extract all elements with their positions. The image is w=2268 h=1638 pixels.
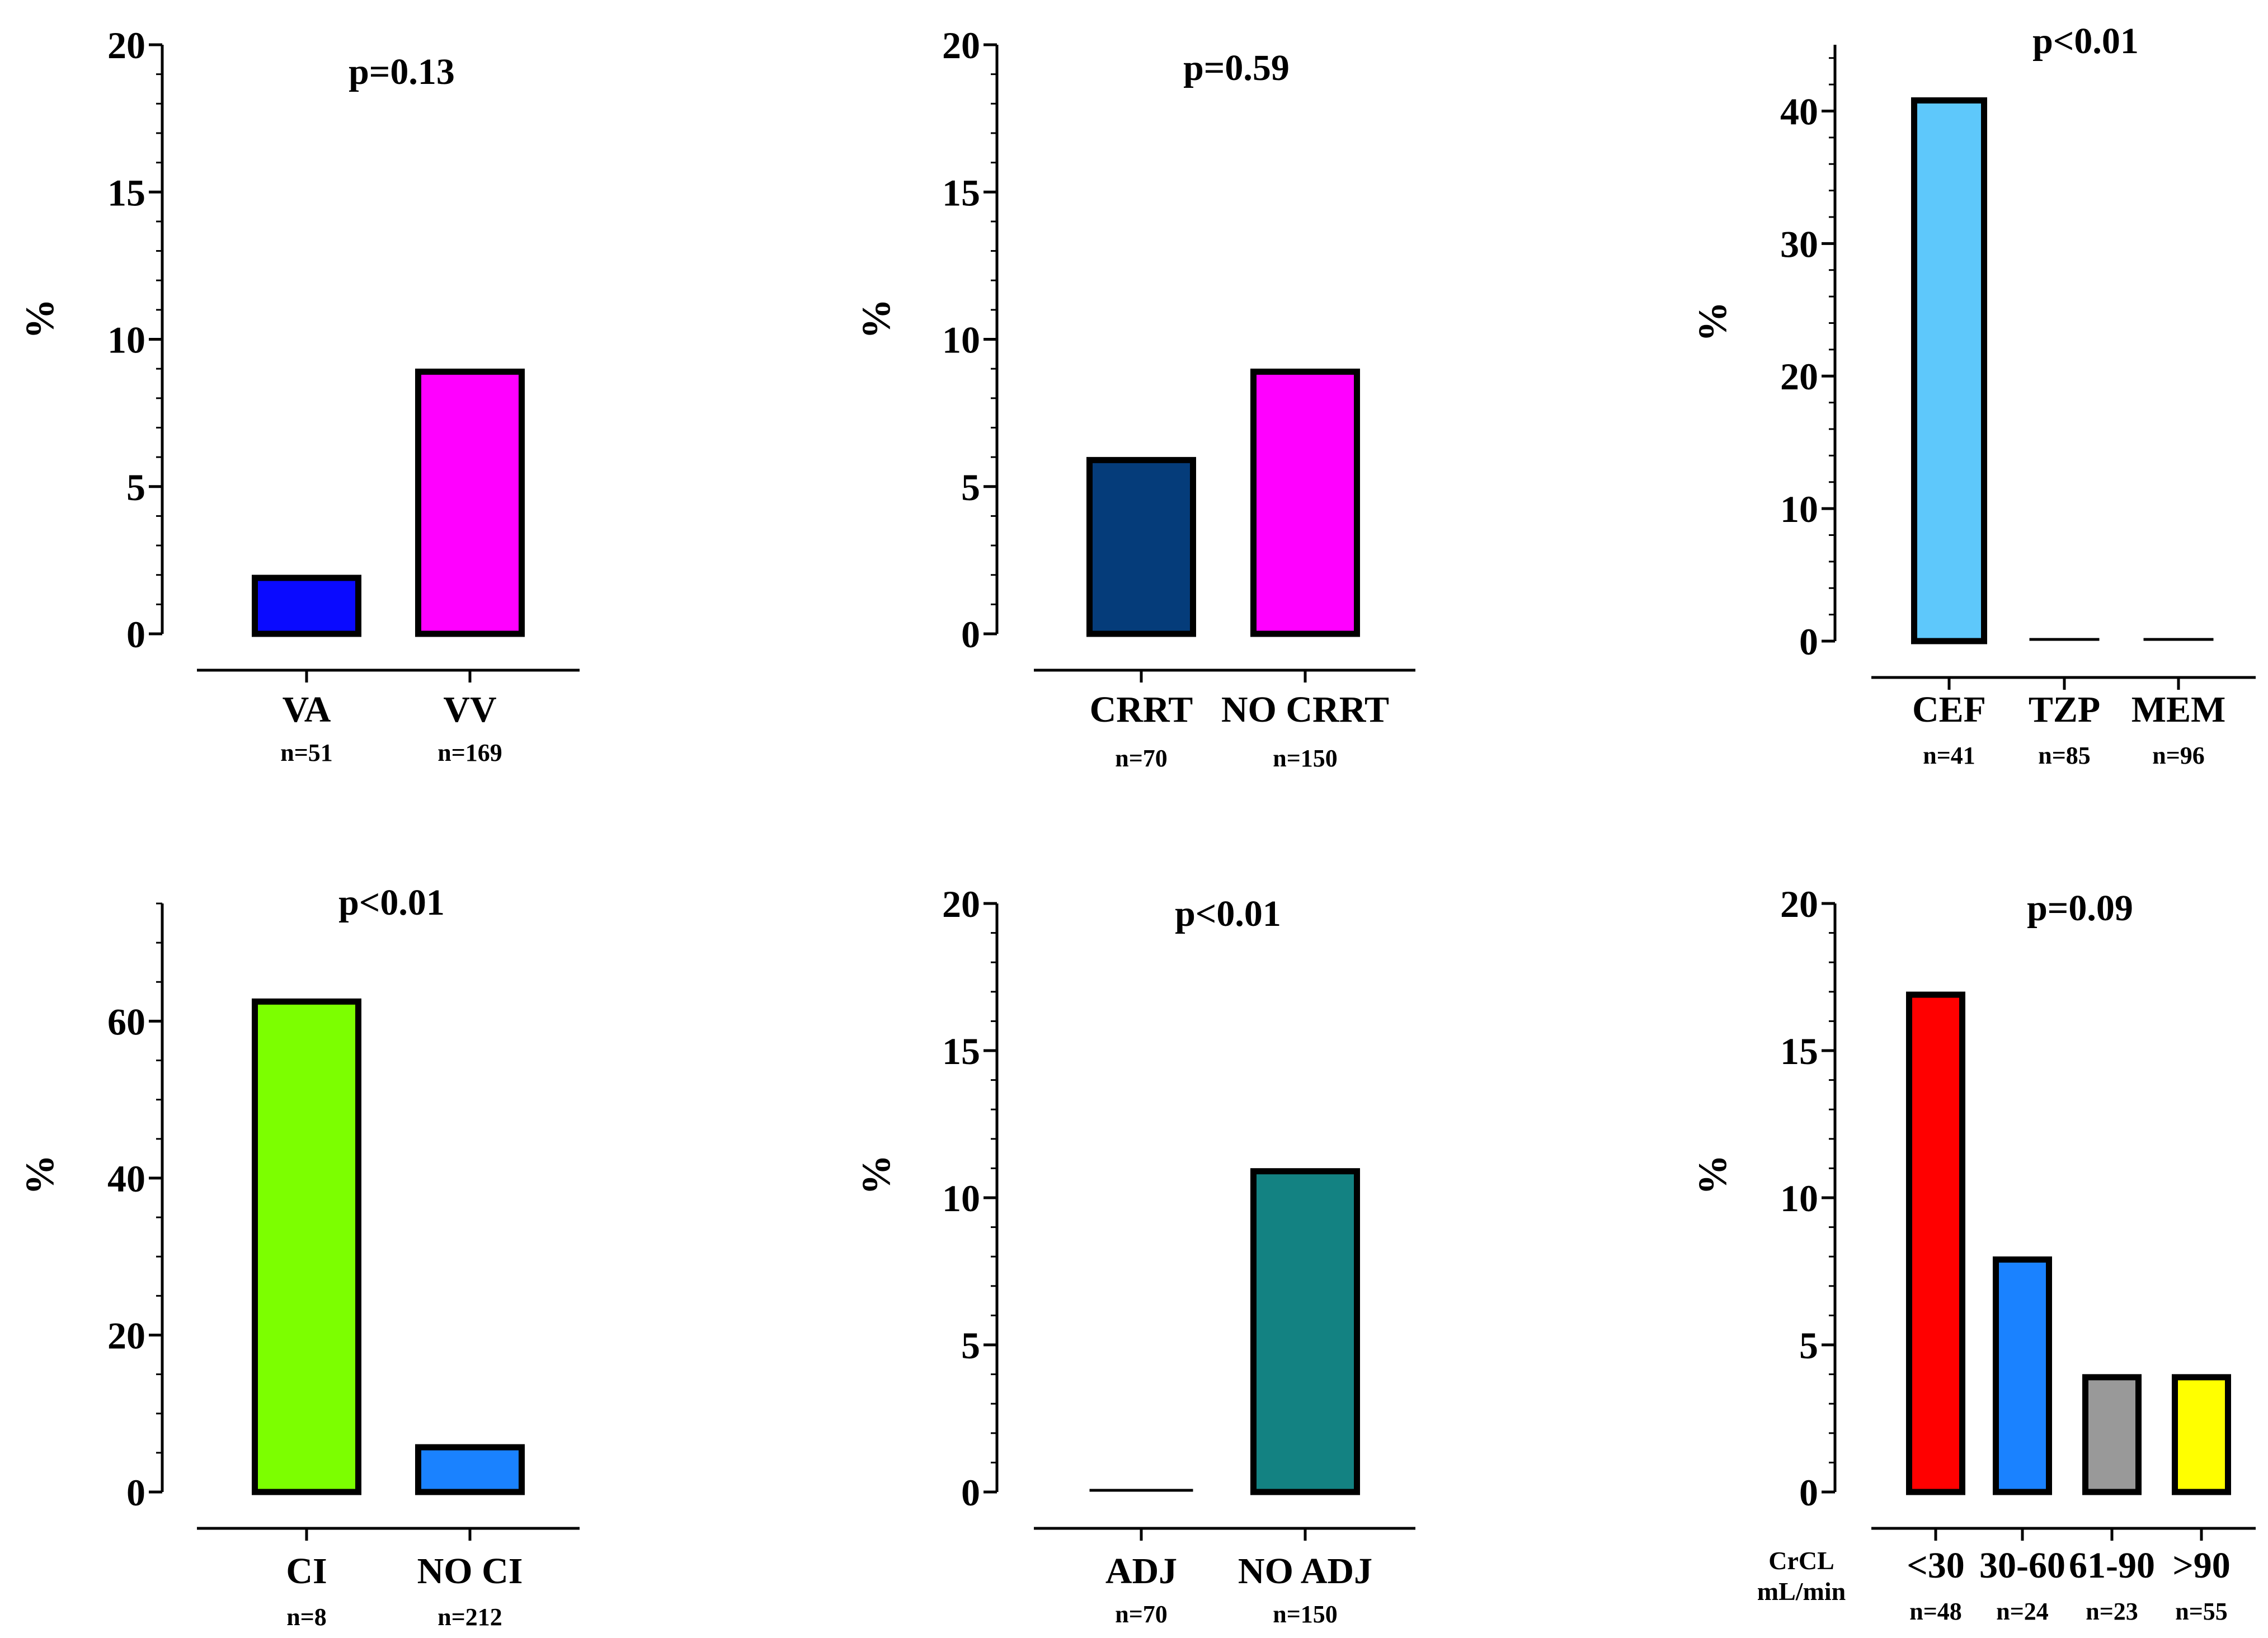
x-category-label: <30 <box>1907 1545 1965 1586</box>
y-axis-label: % <box>854 1155 898 1195</box>
chart-title: p=0.09 <box>2027 888 2133 929</box>
bar <box>1911 97 1987 644</box>
n-label: n=55 <box>2175 1598 2228 1625</box>
x-category-label: TZP <box>2029 689 2100 730</box>
y-tick-label: 15 <box>942 1030 980 1072</box>
x-category-label: >90 <box>2172 1545 2231 1586</box>
bar <box>252 575 361 637</box>
y-axis-label: % <box>17 1155 62 1195</box>
x-category-label: ADJ <box>1105 1551 1177 1592</box>
n-label: n=96 <box>2152 742 2205 769</box>
y-tick-label: 5 <box>961 466 980 509</box>
y-tick-label: 0 <box>126 1471 145 1514</box>
y-tick-label: 20 <box>942 883 980 925</box>
n-label: n=51 <box>280 739 333 766</box>
y-tick-label: 10 <box>107 319 145 361</box>
x-category-label: NO ADJ <box>1238 1551 1372 1592</box>
y-tick-label: 5 <box>126 466 145 509</box>
n-label: n=41 <box>1923 742 1975 769</box>
chart-title: p=0.13 <box>349 51 455 92</box>
n-label: n=150 <box>1273 1601 1338 1628</box>
chart-panel-3: 0 10 20 30 40% CEF n=41 TZP n=85 MEM n=96 p<0.01 <box>1690 21 2256 769</box>
x-category-label: VA <box>283 689 331 730</box>
y-tick-label: 20 <box>107 1314 145 1357</box>
y-tick-label: 20 <box>942 24 980 67</box>
y-tick-label: 20 <box>107 24 145 67</box>
chart-title: p=0.59 <box>1183 48 1290 88</box>
x-category-label: NO CRRT <box>1221 689 1389 730</box>
bar <box>2082 1374 2142 1495</box>
x-category-label: NO CI <box>417 1551 523 1592</box>
chart-title: p<0.01 <box>1175 893 1281 934</box>
y-tick-label: 0 <box>126 613 145 656</box>
x-category-label: CEF <box>1912 689 1986 730</box>
n-label: n=70 <box>1115 1601 1168 1628</box>
x-axis-caption-unit: mL/min <box>1757 1577 1846 1606</box>
y-tick-label: 10 <box>942 1177 980 1220</box>
y-tick-label: 40 <box>107 1157 145 1200</box>
chart-title: p<0.01 <box>2032 21 2139 62</box>
chart-panel-4: 0 20 40 60% CI n=8 NO CI n=212 p<0.01 <box>17 882 580 1631</box>
y-tick-label: 0 <box>961 613 980 656</box>
x-category-label: VV <box>443 689 496 730</box>
chart-panel-2: 0 5 10 15 20% CRRT n=70 NO CRRT n=150 p=0.59 <box>854 24 1415 772</box>
y-tick-label: 5 <box>1799 1324 1818 1367</box>
y-axis-label: % <box>1690 1155 1735 1195</box>
chart-panel-6: 0 5 10 15 20% <30 n=48 30-60 n=24 61-90 n=23 >90 n=5… <box>1690 883 2256 1625</box>
x-axis-caption: CrCL <box>1768 1546 1834 1575</box>
y-tick-label: 15 <box>1780 1030 1818 1072</box>
bar <box>415 368 525 637</box>
bar <box>1086 456 1196 637</box>
n-label: n=85 <box>2038 742 2091 769</box>
y-tick-label: 60 <box>107 1000 145 1043</box>
y-tick-label: 10 <box>1780 488 1818 530</box>
n-label: n=48 <box>1909 1598 1962 1625</box>
x-category-label: 30-60 <box>1979 1545 2065 1586</box>
y-axis-label: % <box>17 299 62 339</box>
bar <box>1250 368 1360 637</box>
y-tick-label: 20 <box>1780 355 1818 398</box>
x-category-label: CI <box>286 1551 327 1592</box>
n-label: n=23 <box>2086 1598 2138 1625</box>
n-label: n=212 <box>437 1603 502 1631</box>
y-tick-label: 0 <box>961 1471 980 1514</box>
y-tick-label: 15 <box>107 171 145 214</box>
y-tick-label: 10 <box>942 319 980 361</box>
chart-panel-5: 0 5 10 15 20% ADJ n=70 NO ADJ n=150 p<0.01 <box>854 883 1415 1628</box>
x-category-label: 61-90 <box>2069 1545 2155 1586</box>
bar <box>1906 991 1965 1495</box>
y-tick-label: 5 <box>961 1324 980 1367</box>
y-tick-label: 10 <box>1780 1177 1818 1220</box>
bar <box>1993 1256 2052 1495</box>
y-tick-label: 20 <box>1780 883 1818 925</box>
n-label: n=24 <box>1996 1598 2049 1625</box>
bar <box>2172 1374 2231 1495</box>
y-tick-label: 40 <box>1780 90 1818 133</box>
x-category-label: CRRT <box>1090 689 1193 730</box>
y-axis-label: % <box>1690 302 1735 342</box>
bar <box>1250 1168 1360 1495</box>
y-tick-label: 30 <box>1780 223 1818 265</box>
chart-panel-1: 0 5 10 15 20% VA n=51 VV n=169 p=0.13 <box>17 24 580 766</box>
bar <box>252 998 361 1495</box>
n-label: n=150 <box>1273 745 1338 772</box>
n-label: n=8 <box>286 1603 327 1631</box>
y-tick-label: 0 <box>1799 1471 1818 1514</box>
y-tick-label: 0 <box>1799 620 1818 663</box>
y-tick-label: 15 <box>942 171 980 214</box>
y-axis-label: % <box>854 299 898 339</box>
bar <box>415 1444 525 1495</box>
x-category-label: MEM <box>2131 689 2226 730</box>
n-label: n=169 <box>437 739 502 766</box>
chart-title: p<0.01 <box>338 882 445 923</box>
n-label: n=70 <box>1115 745 1168 772</box>
